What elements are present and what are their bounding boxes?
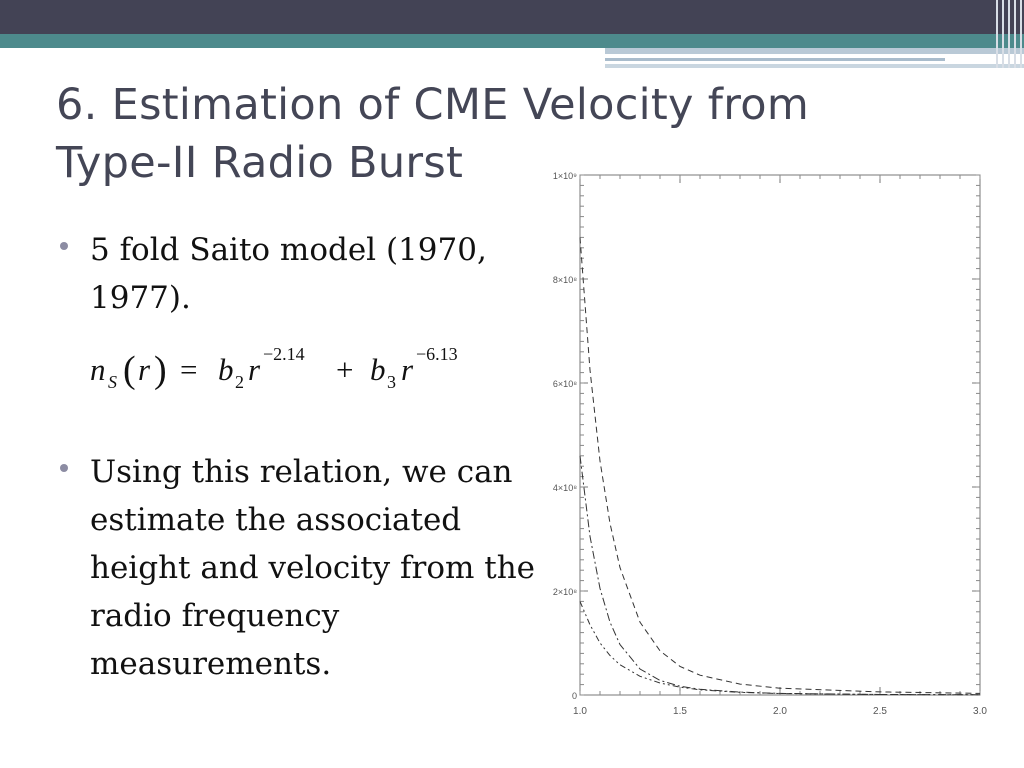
series-line (579, 455, 981, 696)
formula-exp1: −2.14 (263, 344, 305, 364)
chart-plot-frame (579, 174, 981, 696)
formula-r2: r (401, 352, 414, 387)
formula-plus: + (336, 352, 353, 387)
y-tick-label: 8×10⁸ (553, 275, 577, 285)
bullet-text: 5 fold Saito model (1970, 1977). (90, 232, 487, 316)
bullet-text: Using this relation, we can estimate the… (90, 454, 536, 682)
formula-exp2: −6.13 (416, 344, 458, 364)
y-tick-label: 1×10⁹ (553, 171, 577, 181)
x-tick-label: 3.0 (973, 706, 987, 717)
slide-title-line-1: 6. Estimation of CME Velocity from (56, 80, 810, 130)
series-line (579, 237, 981, 694)
header-accent-line (605, 58, 945, 61)
y-tick-label: 2×10⁸ (553, 587, 577, 597)
slide-title: 6. Estimation of CME Velocity from Type-… (56, 76, 809, 192)
bullet-list: 5 fold Saito model (1970, 1977). Using t… (60, 226, 550, 688)
saito-formula: n S ( r ) = b 2 r −2.14 + b 3 r −6.13 (90, 344, 458, 392)
bullet-dot-icon (60, 464, 68, 472)
series-line (579, 601, 981, 696)
y-tick-label: 0 (572, 691, 577, 701)
y-tick-label: 4×10⁸ (553, 483, 577, 493)
bullet-dot-icon (60, 242, 68, 250)
formula-equals: = (180, 352, 197, 387)
x-tick-label: 1.0 (573, 706, 587, 717)
x-tick-label: 1.5 (673, 706, 687, 717)
formula-paren-open: ( (123, 349, 136, 391)
saito-model-chart: 1.0 1.5 2.0 2.5 3.0 0 2×10⁸ 4×10⁸ 6×10⁸ 8×10⁸ 1×10… (553, 171, 988, 717)
y-tick-label: 6×10⁸ (553, 379, 577, 389)
formula-b2-sub: 2 (235, 372, 244, 392)
formula-r1: r (248, 352, 261, 387)
header-band-dark (0, 0, 1024, 34)
x-tick-label: 2.0 (773, 706, 787, 717)
x-tick-label: 2.5 (873, 706, 887, 717)
formula-b2: b (218, 352, 234, 387)
header-band-teal (0, 34, 1024, 48)
slide-title-line-2: Type-II Radio Burst (56, 138, 464, 188)
formula-b3-sub: 3 (387, 372, 396, 392)
formula-r: r (138, 352, 151, 387)
header-accent-line (605, 48, 1024, 54)
formula-b3: b (370, 352, 386, 387)
header-stripes (994, 0, 1024, 68)
formula-n: n (90, 352, 106, 387)
bullet-item: 5 fold Saito model (1970, 1977). (60, 226, 550, 322)
formula-paren-close: ) (154, 349, 167, 391)
bullet-item: Using this relation, we can estimate the… (60, 448, 560, 688)
header-accent-line (605, 64, 1024, 68)
formula-sub-s: S (108, 372, 117, 392)
